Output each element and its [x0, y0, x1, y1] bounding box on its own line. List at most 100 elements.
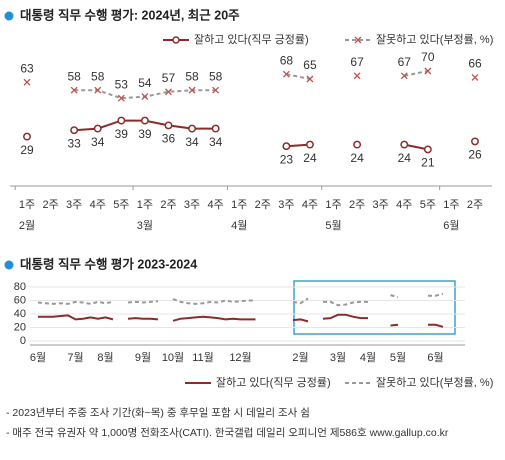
marker	[306, 75, 314, 83]
data-label: 24	[303, 151, 317, 165]
x-tick-label: 10월	[162, 351, 184, 364]
data-label: 36	[162, 132, 176, 146]
data-label: 68	[280, 53, 294, 67]
data-label: 24	[350, 151, 364, 165]
marker	[70, 126, 79, 135]
series-line	[74, 71, 475, 98]
marker	[353, 140, 362, 149]
y-tick-label: 20	[14, 321, 26, 333]
marker	[117, 94, 125, 102]
y-tick-label: 40	[14, 308, 26, 320]
data-label: 34	[209, 135, 223, 149]
title-bullet	[4, 260, 14, 270]
chart-title: 대통령 직무 수행 평가 2023-2024	[20, 256, 197, 271]
data-label: 66	[468, 57, 482, 71]
marker	[93, 124, 102, 133]
x-tick-label: 1주	[19, 199, 35, 211]
legend-label: 잘하고 있다(직무 긍정률)	[194, 32, 309, 46]
x-tick-label: 4월	[360, 351, 376, 364]
data-label: 21	[421, 156, 435, 170]
month-label: 2월	[19, 219, 35, 232]
marker	[282, 70, 290, 78]
data-label: 34	[91, 135, 105, 149]
series-line	[38, 315, 458, 327]
marker	[471, 73, 479, 81]
month-label: 5월	[325, 219, 341, 232]
legend-label: 잘하고 있다(직무 긍정률)	[216, 375, 331, 389]
data-label: 39	[138, 127, 152, 141]
marker	[212, 86, 220, 94]
marker	[23, 78, 31, 86]
marker	[424, 67, 432, 75]
x-tick-label: 2주	[349, 199, 365, 211]
marker	[70, 86, 78, 94]
legend-label: 잘못하고 있다(부정률, %)	[376, 375, 493, 389]
chart-title: 대통령 직무 수행 평가: 2024년, 최근 20주	[20, 7, 240, 22]
data-label: 33	[67, 136, 81, 150]
title-bullet	[4, 11, 14, 21]
month-label: 4월	[231, 219, 247, 232]
x-tick-label: 12월	[229, 351, 251, 364]
data-label: 58	[91, 69, 105, 83]
month-label: 3월	[137, 219, 153, 232]
x-tick-label: 9월	[135, 351, 151, 364]
marker	[423, 145, 432, 154]
marker	[282, 142, 291, 151]
x-tick-label: 2주	[467, 199, 483, 211]
data-label: 67	[398, 55, 412, 69]
x-tick-label: 8월	[97, 351, 113, 364]
x-tick-label: 3주	[66, 199, 82, 211]
marker	[164, 121, 173, 130]
series-line	[38, 294, 458, 305]
series-line	[74, 121, 475, 150]
marker	[305, 140, 314, 149]
data-label: 53	[115, 77, 129, 91]
data-label: 65	[303, 58, 317, 72]
marker	[471, 137, 479, 146]
x-tick-label: 6월	[427, 351, 443, 364]
x-tick-label: 6월	[30, 351, 46, 364]
data-label: 29	[20, 143, 34, 157]
data-label: 67	[350, 55, 364, 69]
x-tick-label: 5월	[390, 351, 406, 364]
marker	[400, 140, 409, 149]
x-tick-label: 4주	[396, 199, 412, 211]
data-label: 26	[468, 148, 482, 162]
marker	[353, 72, 361, 80]
legend-label: 잘못하고 있다(부정률, %)	[376, 32, 493, 46]
x-tick-label: 1주	[137, 199, 153, 211]
data-label: 58	[67, 69, 81, 83]
footnote: - 2023년부터 주중 조사 기간(화~목) 중 후무일 포함 시 데일리 조…	[6, 406, 310, 419]
x-tick-label: 5주	[420, 199, 436, 211]
legend-marker	[354, 36, 362, 44]
x-tick-label: 2주	[255, 199, 271, 211]
marker	[117, 116, 126, 125]
x-tick-label: 2월	[292, 351, 308, 364]
marker	[188, 124, 197, 133]
x-tick-label: 3주	[373, 199, 389, 211]
x-tick-label: 4주	[208, 199, 224, 211]
x-tick-label: 11월	[192, 351, 214, 364]
footnote: - 매주 전국 유권자 약 1,000명 전화조사(CATI). 한국갤럽 데일…	[6, 426, 449, 439]
data-label: 34	[185, 135, 199, 149]
x-tick-label: 2주	[160, 199, 176, 211]
x-tick-label: 2주	[42, 199, 58, 211]
data-label: 23	[280, 152, 294, 166]
x-tick-label: 7월	[67, 351, 83, 364]
marker	[400, 72, 408, 80]
legend-marker	[172, 36, 180, 44]
data-label: 54	[138, 76, 152, 90]
x-tick-label: 1주	[231, 199, 247, 211]
marker	[23, 132, 31, 141]
x-tick-label: 4주	[302, 199, 318, 211]
x-tick-label: 5주	[113, 199, 129, 211]
data-label: 70	[421, 50, 435, 64]
y-tick-label: 80	[14, 281, 26, 293]
data-label: 24	[398, 151, 412, 165]
marker	[211, 124, 220, 133]
marker	[94, 86, 102, 94]
y-tick-label: 0	[20, 335, 26, 347]
data-label: 63	[20, 61, 34, 75]
